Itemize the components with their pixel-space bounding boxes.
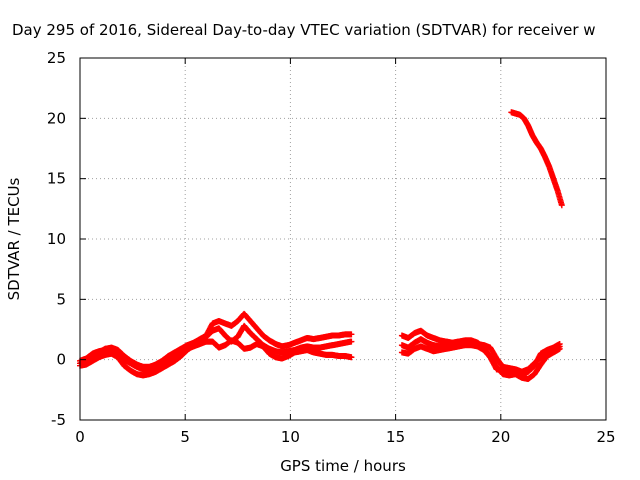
y-tick-label: 25 <box>47 49 66 67</box>
x-tick-label: 25 <box>596 428 615 446</box>
chart-title: Day 295 of 2016, Sidereal Day-to-day VTE… <box>12 21 596 39</box>
y-tick-label: 0 <box>56 351 66 369</box>
data-point <box>348 338 355 345</box>
series-trace-c <box>77 337 355 374</box>
x-tick-label: 5 <box>180 428 190 446</box>
y-tick-label: 15 <box>47 170 66 188</box>
x-axis-label: GPS time / hours <box>280 457 406 475</box>
y-tick-label: 20 <box>47 109 66 127</box>
y-tick-label: -5 <box>51 411 66 429</box>
data-point <box>348 354 355 361</box>
data-point <box>348 331 355 338</box>
x-tick-label: 10 <box>281 428 300 446</box>
data-layer <box>77 109 565 382</box>
y-tick-label: 10 <box>47 230 66 248</box>
y-axis-label: SDTVAR / TECUs <box>5 177 23 300</box>
y-tick-label: 5 <box>56 290 66 308</box>
x-tick-label: 20 <box>491 428 510 446</box>
x-tick-label: 0 <box>75 428 85 446</box>
grid <box>80 58 606 420</box>
x-tick-label: 15 <box>386 428 405 446</box>
